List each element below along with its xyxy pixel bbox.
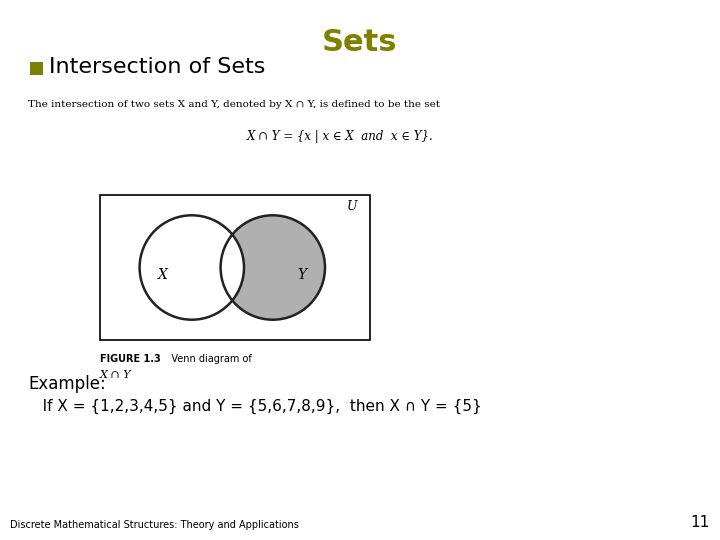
Text: 11: 11 xyxy=(690,515,710,530)
Text: Example:: Example: xyxy=(28,375,106,393)
Text: Y: Y xyxy=(297,268,306,282)
Text: Discrete Mathematical Structures: Theory and Applications: Discrete Mathematical Structures: Theory… xyxy=(10,520,299,530)
Text: The intersection of two sets X and Y, denoted by X ∩ Y, is defined to be the set: The intersection of two sets X and Y, de… xyxy=(28,100,440,109)
Text: If X = {1,2,3,4,5} and Y = {5,6,7,8,9},  then X ∩ Y = {5}: If X = {1,2,3,4,5} and Y = {5,6,7,8,9}, … xyxy=(28,399,482,414)
Text: Venn diagram of: Venn diagram of xyxy=(162,354,252,364)
Text: X ∩ Y = {x | x ∈ X  and  x ∈ Y}.: X ∩ Y = {x | x ∈ X and x ∈ Y}. xyxy=(247,130,433,143)
Polygon shape xyxy=(233,215,325,320)
Text: X ∩ Y: X ∩ Y xyxy=(100,370,132,380)
Bar xyxy=(100,195,370,340)
Text: X: X xyxy=(158,268,168,282)
Text: U: U xyxy=(347,200,357,213)
Text: Intersection of Sets: Intersection of Sets xyxy=(49,57,266,77)
Bar xyxy=(30,62,43,75)
Text: Sets: Sets xyxy=(323,28,397,57)
Text: FIGURE 1.3: FIGURE 1.3 xyxy=(100,354,161,364)
